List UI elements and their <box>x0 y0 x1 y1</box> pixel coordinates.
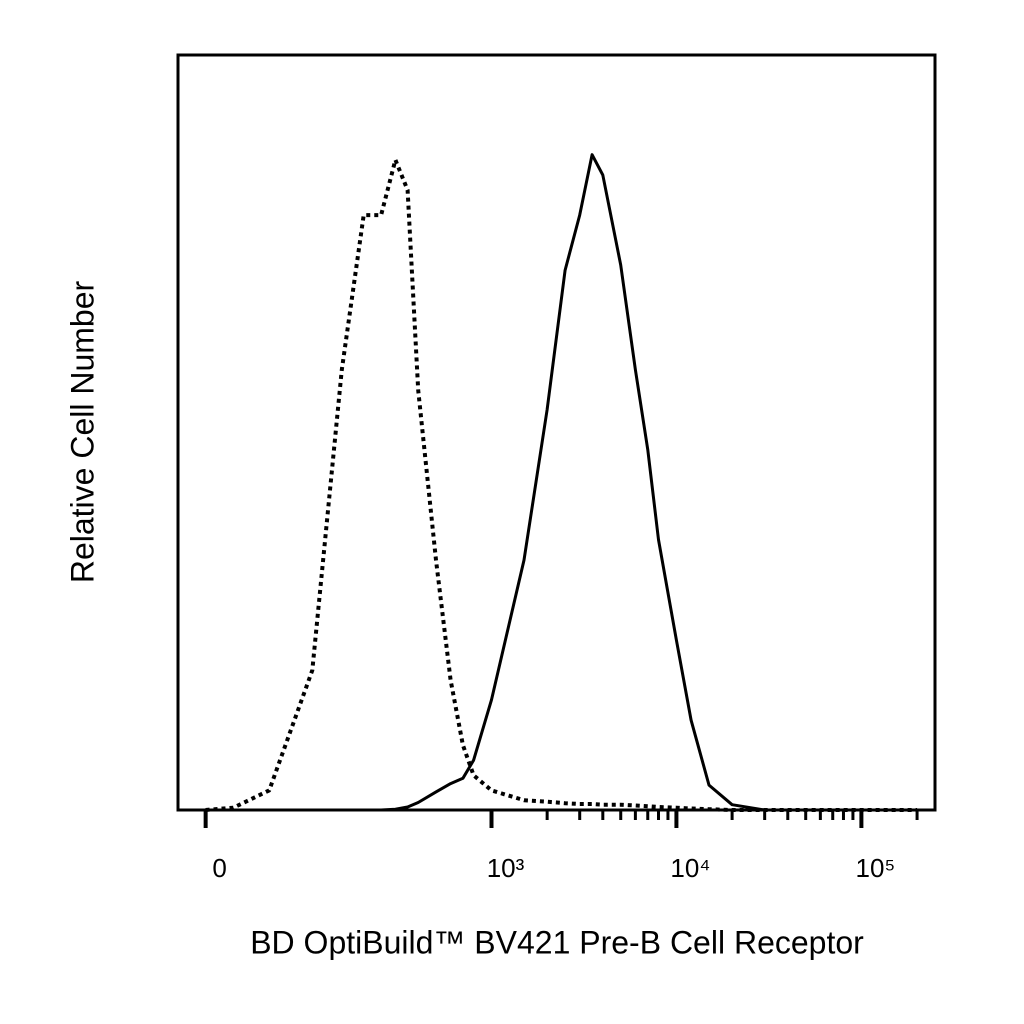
histogram-line <box>205 157 918 812</box>
x-tick-label: 0 <box>212 853 226 883</box>
x-tick-label: 10⁵ <box>856 853 896 883</box>
histogram-line <box>205 153 918 812</box>
plot-frame <box>176 53 937 812</box>
x-tick-label: 10⁴ <box>670 853 710 883</box>
x-axis-label: BD OptiBuild™ BV421 Pre-B Cell Receptor <box>250 924 864 960</box>
y-axis-label: Relative Cell Number <box>64 280 100 583</box>
x-tick-label: 10³ <box>487 853 525 883</box>
